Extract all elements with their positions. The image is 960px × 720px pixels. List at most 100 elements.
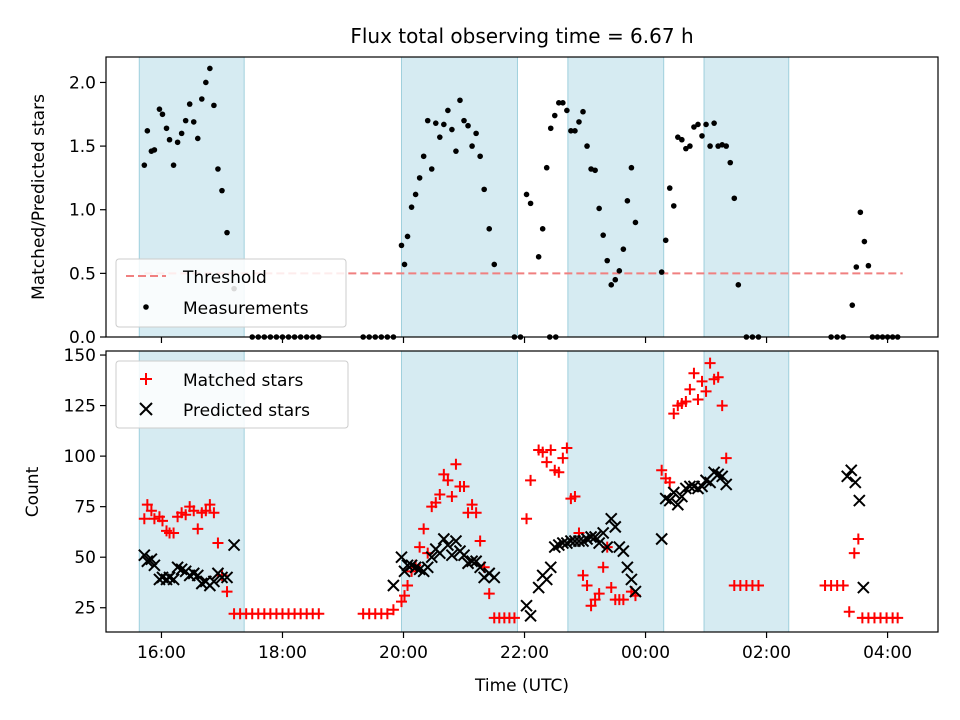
- matched-star-point: [192, 523, 204, 535]
- predicted-star-point: [849, 476, 862, 489]
- predicted-star-point: [425, 550, 438, 564]
- matched-star-point: [430, 497, 442, 509]
- predicted-star-point: [207, 575, 221, 588]
- predicted-star-point: [671, 498, 685, 511]
- predicted-star-point: [473, 561, 487, 574]
- matched-star-point: [541, 456, 553, 468]
- measurement-point: [178, 130, 185, 137]
- x-tick-label: 18:00: [258, 643, 307, 663]
- matched-star-point: [668, 408, 680, 420]
- matched-star-point: [188, 505, 200, 517]
- x-tick-label: 00:00: [621, 643, 670, 663]
- shaded-interval: [703, 56, 790, 338]
- bottom-y-axis-label: Count: [23, 466, 43, 517]
- predicted-star-point: [588, 530, 602, 544]
- top-legend-box: [115, 258, 347, 328]
- matched-star-point: [212, 537, 224, 549]
- matched-star-point: [446, 491, 458, 503]
- matched-star-point: [892, 612, 904, 624]
- top-y-axis-label: Matched/Predicted stars: [29, 94, 49, 300]
- matched-star-point: [141, 499, 153, 511]
- predicted-star-point: [520, 599, 533, 612]
- legend-matched-swatch: [140, 373, 152, 385]
- predicted-star-point: [605, 512, 618, 525]
- matched-star-point: [696, 375, 708, 387]
- matched-star-point: [593, 588, 605, 600]
- predicted-star-point: [853, 494, 866, 507]
- predicted-star-point: [845, 464, 858, 477]
- measurement-point: [556, 100, 562, 106]
- bottom-axes-frame: [105, 350, 939, 633]
- measurement-point: [144, 128, 151, 134]
- matched-star-point: [221, 586, 233, 598]
- matched-star-point: [656, 464, 668, 476]
- matched-star-point: [700, 385, 712, 397]
- y-tick-label: 50: [74, 548, 96, 568]
- measurement-point: [174, 139, 181, 146]
- matched-star-point: [688, 367, 700, 379]
- matched-star-point: [537, 446, 549, 458]
- measurement-point: [596, 205, 602, 212]
- top-axes-frame: [105, 56, 939, 338]
- predicted-star-point: [387, 579, 400, 592]
- matched-star-point: [585, 600, 597, 612]
- predicted-star-point: [220, 571, 234, 584]
- legend-predicted-label: Predicted stars: [183, 401, 310, 421]
- measurement-point: [560, 100, 566, 106]
- predicted-star-point: [675, 490, 689, 503]
- legend-measurements-swatch: [143, 304, 149, 310]
- measurement-point: [675, 134, 681, 140]
- measurement-point: [412, 191, 419, 198]
- top-legend: Threshold Measurements: [115, 258, 347, 328]
- measurement-point: [398, 242, 405, 249]
- chart-title: Flux total observing time = 6.67 h: [350, 24, 693, 48]
- measurement-point: [628, 164, 635, 171]
- measurement-point: [612, 276, 619, 283]
- measurement-point: [584, 143, 590, 149]
- measurement-point: [203, 79, 209, 86]
- matched-star-point: [474, 535, 486, 547]
- x-tick-label: 04:00: [863, 643, 912, 663]
- measurement-point: [535, 254, 542, 260]
- y-tick-label: 125: [64, 397, 96, 417]
- measurement-point: [572, 128, 578, 134]
- measurement-point: [699, 133, 705, 139]
- measurement-point: [632, 219, 639, 226]
- x-tick-label: 02:00: [742, 643, 791, 663]
- matched-star-point: [402, 580, 414, 592]
- measurement-point: [473, 130, 479, 137]
- y-tick-label: 0.5: [69, 264, 96, 284]
- measurement-point: [735, 282, 742, 288]
- measurement-point: [592, 167, 598, 174]
- measurement-point: [523, 191, 530, 198]
- measurement-point: [224, 229, 230, 236]
- predicted-star-point: [655, 532, 668, 546]
- measurement-point: [711, 120, 717, 126]
- predicted-star-point: [441, 538, 455, 552]
- measurement-point: [404, 233, 411, 240]
- predicted-star-point: [540, 573, 553, 586]
- matched-star-point: [208, 507, 220, 519]
- measurement-point: [449, 126, 455, 133]
- matched-star-point: [387, 604, 399, 616]
- measurement-point: [420, 153, 427, 160]
- measurement-point: [163, 125, 170, 132]
- measurement-point: [486, 226, 493, 232]
- predicted-star-point: [449, 534, 463, 548]
- shaded-interval: [567, 56, 665, 338]
- measurement-point: [445, 107, 451, 114]
- measurement-point: [215, 166, 221, 172]
- predicted-star-point: [457, 548, 471, 562]
- measurement-point: [865, 262, 872, 269]
- measurement-point: [624, 198, 631, 204]
- matched-star-point: [168, 527, 180, 539]
- bottom-y-ticks: 25 50 75 100 125 150: [64, 346, 106, 619]
- measurement-point: [441, 121, 447, 128]
- measurement-point: [457, 97, 463, 104]
- matched-star-point: [442, 474, 454, 486]
- matched-star-point: [680, 396, 692, 408]
- measurement-point: [408, 204, 415, 210]
- predicted-star-point: [617, 544, 630, 558]
- legend-matched-label: Matched stars: [183, 371, 303, 391]
